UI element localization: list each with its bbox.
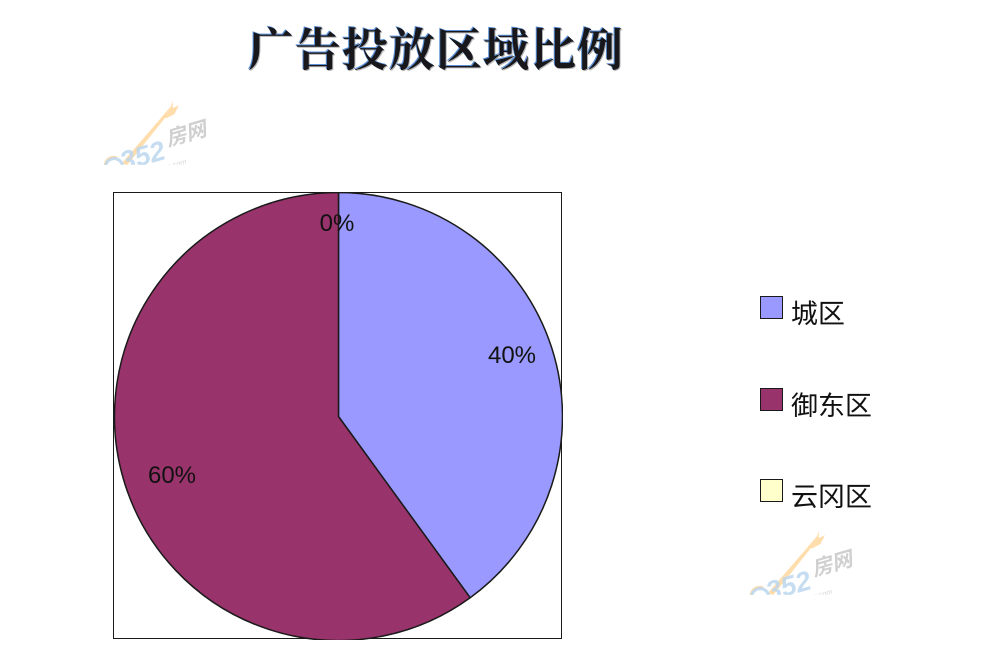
- svg-text:60%: 60%: [148, 462, 196, 489]
- svg-text:0%: 0%: [320, 210, 355, 237]
- svg-text:40%: 40%: [488, 342, 536, 369]
